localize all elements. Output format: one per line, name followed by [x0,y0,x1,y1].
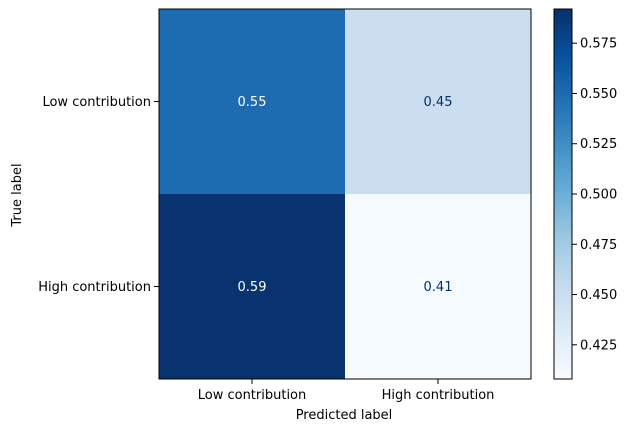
x-axis-title: Predicted label [296,408,393,423]
y-tick-label: High contribution [38,280,151,295]
heatmap-cell-r0-c1 [345,9,531,194]
y-axis-title: True label [10,163,25,227]
y-tick-label: Low contribution [42,95,151,110]
colorbar-tick-label: 0.500 [580,188,617,203]
cell-value-label: 0.41 [424,280,453,295]
colorbar-tick-label: 0.575 [580,37,617,52]
colorbar: 0.425 0.450 0.475 0.500 0.525 0.550 0.575 [553,8,617,380]
colorbar-tick-label: 0.475 [580,238,617,253]
cell-value-label: 0.59 [238,280,267,295]
heatmap: 0.55 0.45 0.59 0.41 Low contribution High con… [38,8,532,403]
colorbar-gradient [553,8,573,380]
x-tick-label: High contribution [382,388,495,403]
colorbar-tick-label: 0.550 [580,87,617,102]
cell-value-label: 0.55 [238,95,267,110]
x-tick-label: Low contribution [198,388,307,403]
colorbar-tick-label: 0.450 [580,288,617,303]
heatmap-cell-r1-c1 [345,194,531,379]
colorbar-tick-label: 0.425 [580,338,617,353]
cell-value-label: 0.45 [424,95,453,110]
heatmap-cell-r0-c0 [159,9,345,194]
plot-frame [158,8,532,380]
colorbar-tick-label: 0.525 [580,137,617,152]
heatmap-cell-r1-c0 [159,194,345,379]
